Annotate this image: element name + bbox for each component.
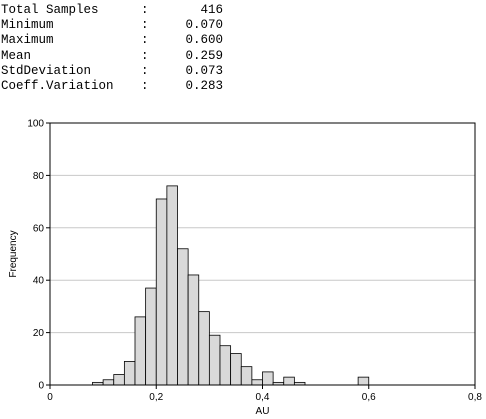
summary-statistics: Total Samples : 416 Minimum : 0.070 Maxi… — [1, 3, 223, 94]
histogram-bar — [240, 366, 253, 386]
y-tick-label: 0 — [38, 381, 44, 392]
histogram-bar — [357, 376, 370, 386]
stat-label: Minimum — [1, 18, 54, 33]
plot-frame — [49, 122, 476, 386]
histogram-bar — [166, 185, 178, 386]
y-tick-label: 80 — [33, 171, 45, 182]
stat-row-maximum: Maximum : 0.600 — [1, 33, 223, 48]
stat-value: 0.283 — [185, 79, 223, 94]
stat-colon: : — [141, 79, 149, 94]
x-tick-label: 0,2 — [149, 392, 163, 403]
histogram-bar — [145, 287, 157, 386]
histogram-bar — [251, 379, 263, 386]
stat-label: Mean — [1, 48, 32, 63]
stat-colon: : — [141, 48, 149, 63]
histogram-bar — [155, 198, 168, 386]
stat-label: Maximum — [1, 33, 54, 48]
histogram-bars — [92, 185, 370, 386]
stat-colon: : — [141, 63, 149, 78]
stat-colon: : — [141, 3, 149, 17]
gridlines — [50, 174, 475, 334]
stat-row-minimum: Minimum : 0.070 — [1, 18, 223, 33]
histogram-bar — [102, 379, 115, 386]
histogram-bar — [262, 371, 274, 386]
y-tick-label: 100 — [27, 119, 44, 130]
x-tick-label: 0,4 — [256, 392, 270, 403]
y-axis-label: Frequency — [8, 230, 19, 277]
histogram-bar — [219, 345, 232, 386]
stat-label: StdDeviation — [1, 63, 92, 78]
histogram-bar — [283, 376, 295, 386]
x-tick-label: 0 — [47, 392, 53, 403]
histogram-bar — [123, 361, 136, 386]
histogram-bar — [198, 311, 210, 386]
y-tick-label: 60 — [33, 223, 45, 234]
stat-label: Total Samples — [1, 3, 99, 17]
axis-ticks: 0 20 40 60 80 100 0 0,2 0,4 0,6 0,8 — [27, 119, 482, 404]
y-tick-label: 20 — [33, 328, 45, 339]
histogram-bar — [208, 334, 221, 386]
stat-row-std-deviation: StdDeviation : 0.073 — [1, 64, 223, 79]
stat-value: 0.073 — [185, 63, 223, 78]
histogram-bar — [230, 353, 242, 386]
stat-colon: : — [141, 33, 149, 48]
stat-label: Coeff.Variation — [1, 79, 114, 94]
stat-colon: : — [141, 18, 149, 33]
stat-row-coeff-variation: Coeff.Variation : 0.283 — [1, 79, 223, 94]
histogram-bar — [134, 316, 147, 386]
stat-value: 0.070 — [185, 18, 223, 33]
x-tick-label: 0,6 — [362, 392, 376, 403]
histogram-bar — [113, 374, 125, 386]
histogram-bar — [187, 274, 200, 386]
stat-value: 0.600 — [185, 33, 223, 48]
stat-value: 0.259 — [185, 48, 223, 63]
stat-row-mean: Mean : 0.259 — [1, 49, 223, 64]
stat-value: 416 — [200, 3, 223, 17]
y-tick-label: 40 — [33, 276, 45, 287]
histogram-bar — [177, 248, 189, 386]
stat-row-total-samples: Total Samples : 416 — [1, 3, 223, 18]
x-tick-label: 0,8 — [468, 392, 482, 403]
x-axis-label: AU — [256, 406, 270, 417]
